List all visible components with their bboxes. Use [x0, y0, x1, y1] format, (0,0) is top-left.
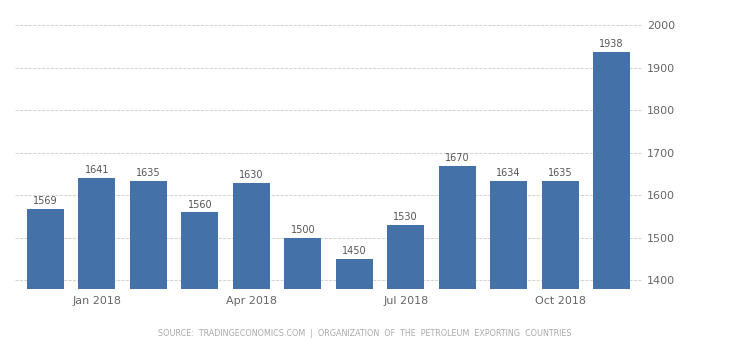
Text: 1569: 1569	[33, 196, 58, 206]
Bar	[542, 181, 579, 340]
Text: 1938: 1938	[599, 39, 623, 49]
Bar	[284, 238, 321, 340]
Bar	[233, 183, 270, 340]
Text: 1670: 1670	[445, 153, 469, 163]
Bar	[439, 166, 476, 340]
Bar	[490, 181, 527, 340]
Text: 1450: 1450	[342, 246, 366, 256]
Text: 1635: 1635	[548, 168, 572, 177]
Bar	[336, 259, 373, 340]
Text: 1634: 1634	[496, 168, 521, 178]
Text: SOURCE:  TRADINGECONOMICS.COM  |  ORGANIZATION  OF  THE  PETROLEUM  EXPORTING  C: SOURCE: TRADINGECONOMICS.COM | ORGANIZAT…	[158, 329, 572, 338]
Bar	[27, 209, 64, 340]
Text: 1641: 1641	[85, 165, 110, 175]
Text: 1500: 1500	[291, 225, 315, 235]
Bar	[78, 178, 115, 340]
Text: 1560: 1560	[188, 200, 212, 209]
Text: 1530: 1530	[393, 212, 418, 222]
Text: 1630: 1630	[239, 170, 264, 180]
Bar	[387, 225, 424, 340]
Bar	[593, 52, 630, 340]
Bar	[181, 212, 218, 340]
Bar	[130, 181, 167, 340]
Text: 1635: 1635	[136, 168, 161, 177]
